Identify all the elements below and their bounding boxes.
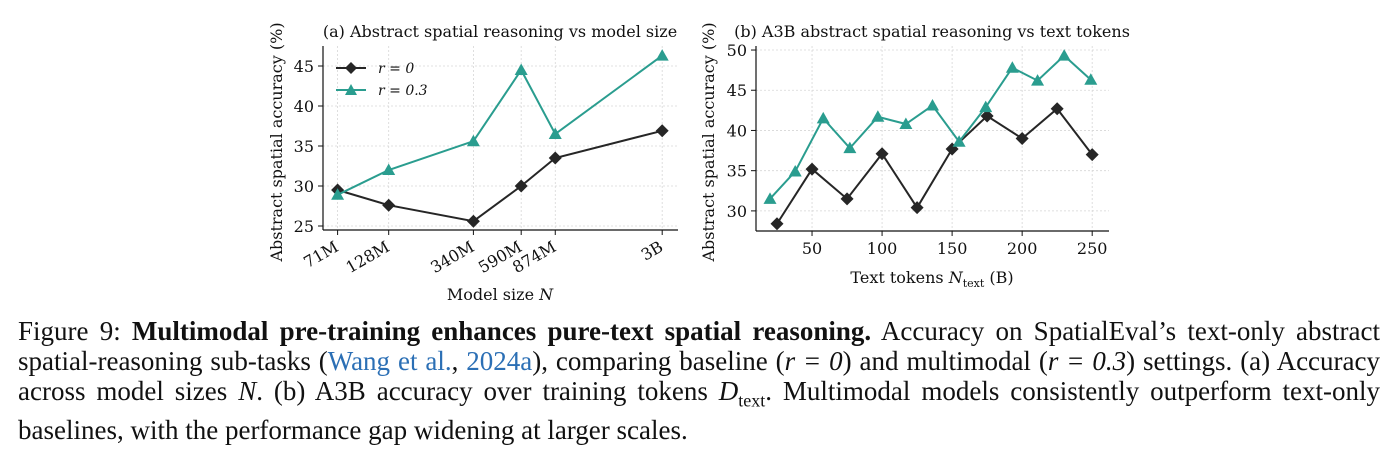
chart-b-title: (b) A3B abstract spatial reasoning vs te… (734, 22, 1130, 41)
chart-b-xlabel: Text tokens Ntext (B) (850, 268, 1013, 290)
data-point (548, 151, 562, 165)
data-point (910, 201, 924, 215)
data-point (926, 99, 939, 111)
series-line-r03 (337, 54, 663, 196)
data-point (952, 135, 966, 147)
data-point (382, 163, 396, 175)
chart-b: (b) A3B abstract spatial reasoning vs te… (699, 22, 1130, 290)
data-point (466, 134, 480, 147)
data-point (843, 141, 857, 154)
data-point (805, 162, 819, 176)
chart-b-series (763, 49, 1099, 231)
caption-label: Figure 9: (18, 316, 132, 346)
xtick-label: 3B (638, 237, 666, 264)
legend-label-r03: r = 0.3 (378, 83, 428, 99)
data-point (655, 49, 669, 61)
data-point (1057, 49, 1071, 61)
ytick-label: 35 (294, 137, 314, 156)
data-point (763, 192, 777, 204)
chart-a-xlabel: Model size N (447, 285, 554, 304)
data-point (548, 127, 562, 139)
caption-bold-title: Multimodal pre-training enhances pure-te… (131, 316, 872, 346)
series-line-r0 (776, 107, 1093, 225)
data-point (331, 188, 345, 200)
series-line-r0 (337, 129, 663, 223)
legend-marker-r03 (345, 84, 357, 95)
data-point (1015, 132, 1029, 145)
xtick-label: 250 (1077, 239, 1108, 258)
xtick-label: 100 (867, 239, 898, 258)
citation-link[interactable]: Wang et al. (327, 346, 452, 376)
chart-b-axes (755, 46, 1109, 232)
data-point (1031, 74, 1045, 86)
data-point (466, 214, 480, 228)
data-point (1084, 73, 1098, 85)
data-point (788, 164, 802, 177)
data-point (899, 117, 913, 130)
data-point (840, 192, 854, 206)
chart-a-title: (a) Abstract spatial reasoning vs model … (323, 22, 677, 41)
figure-charts: (a) Abstract spatial reasoning vs model … (267, 22, 1130, 304)
data-point (1085, 148, 1099, 162)
ytick-label: 25 (294, 217, 314, 236)
legend-label-r0: r = 0 (378, 61, 414, 77)
chart-b-ylabel: Abstract spatial accuracy (%) (699, 22, 718, 262)
data-point (514, 179, 528, 193)
chart-a-axes (322, 46, 678, 231)
chart-a-legend: r = 0 r = 0.3 (336, 61, 428, 99)
xtick-label: 71M (300, 237, 341, 272)
ytick-label: 45 (294, 57, 314, 76)
data-point (655, 124, 669, 138)
ytick-label: 40 (727, 121, 747, 140)
xtick-label: 50 (802, 239, 822, 258)
figure-caption: Figure 9: Multimodal pre-training enhanc… (18, 316, 1381, 446)
legend-marker-r0 (345, 62, 357, 74)
data-point (770, 217, 784, 231)
data-point (382, 198, 396, 212)
xtick-label: 340M (427, 237, 477, 277)
data-point (816, 111, 830, 124)
data-point (514, 63, 528, 75)
ytick-label: 35 (727, 162, 747, 181)
xtick-label: 128M (343, 237, 393, 277)
data-point (871, 110, 885, 122)
series-line-r03 (769, 54, 1092, 200)
citation-year-link[interactable]: 2024a (466, 346, 533, 376)
chart-a: (a) Abstract spatial reasoning vs model … (267, 22, 678, 304)
chart-b-ticks: 30 35 40 45 50 50 100 150 200 250 (727, 41, 1108, 258)
ytick-label: 45 (727, 81, 747, 100)
xtick-label: 200 (1007, 239, 1038, 258)
chart-b-grid (756, 46, 1109, 231)
data-point (1005, 61, 1019, 73)
ytick-label: 30 (727, 202, 747, 221)
data-point (980, 109, 994, 123)
ytick-label: 40 (294, 97, 314, 116)
data-point (1050, 102, 1064, 116)
data-point (875, 147, 889, 161)
ytick-label: 50 (727, 41, 747, 60)
chart-a-ylabel: Abstract spatial accuracy (%) (267, 22, 286, 262)
chart-a-series (331, 49, 669, 228)
ytick-label: 30 (294, 177, 314, 196)
data-point (979, 100, 993, 113)
xtick-label: 150 (937, 239, 968, 258)
